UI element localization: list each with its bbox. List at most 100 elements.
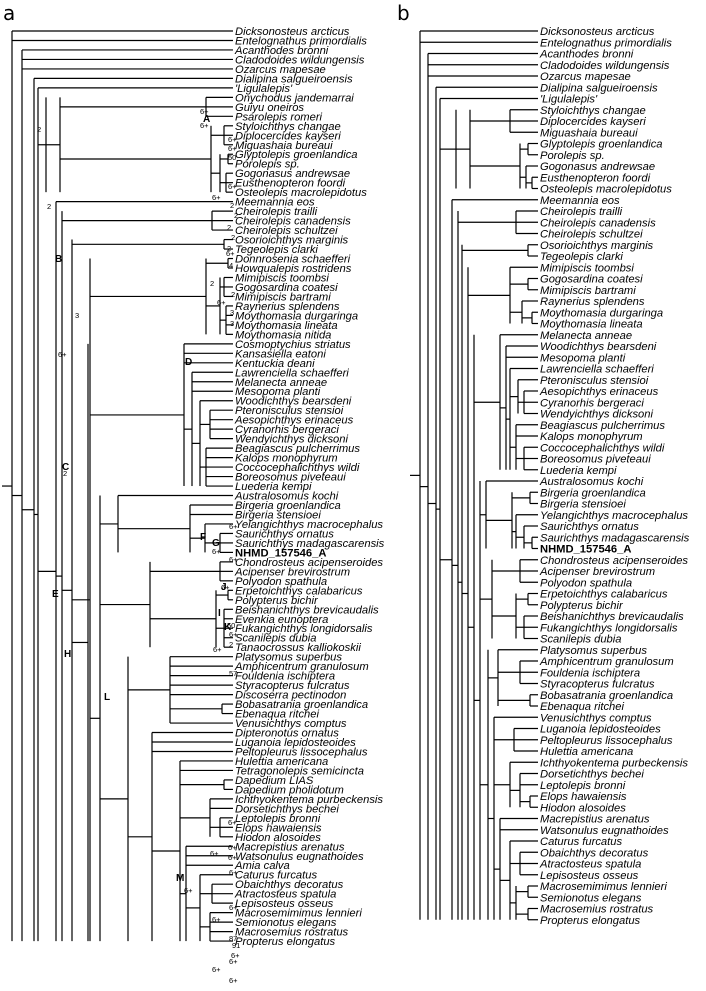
taxon-label: Tegeolepis clarki — [235, 244, 318, 256]
support-value: 6+ — [229, 868, 238, 877]
taxon-label: Dapedium pholidotum — [235, 784, 344, 796]
support-value: 6+ — [212, 193, 221, 202]
taxon-label: Saurichthys madagascarensis — [540, 532, 690, 544]
taxon-label: Meemannia eos — [540, 195, 620, 207]
taxon-label: Cheirolepis schultzei — [235, 225, 338, 237]
taxon-label: Propterus elongatus — [235, 936, 336, 948]
taxon-label: Dapedium LIAS — [235, 775, 314, 787]
support-value: 6+ — [229, 976, 238, 985]
taxon-label: Guiyu oneiros — [235, 102, 304, 114]
support-value: 6+ — [231, 951, 240, 960]
support-value: 2 — [37, 125, 41, 134]
taxon-label: Gogosardina coatesi — [235, 282, 338, 294]
node-letter-m: M — [176, 873, 184, 884]
taxon-label: Kalops monophyrum — [235, 453, 338, 465]
support-value: 6+ — [228, 144, 237, 153]
taxon-label: Leptolepis bronni — [235, 813, 321, 825]
taxon-label: Glyptolepis groenlandica — [235, 149, 358, 161]
taxon-label: Polyodon spathula — [540, 577, 632, 589]
taxon-label: Hulettia americana — [540, 746, 633, 758]
taxon-label: Watsonulus eugnathoides — [235, 851, 364, 863]
support-value: 2 — [234, 211, 238, 220]
taxon-label: Hiodon alosoides — [540, 802, 626, 814]
taxon-label: Beagiascus pulcherrimus — [235, 443, 360, 455]
taxon-label: Caturus furcatus — [235, 870, 317, 882]
support-value: 2 — [227, 223, 231, 232]
taxon-label: Beagiascus pulcherrimus — [540, 420, 665, 432]
taxon-label: Melanecta anneae — [235, 377, 327, 389]
taxon-label: Styloichthys changae — [540, 105, 646, 117]
support-value: 6+ — [228, 853, 237, 862]
taxon-label: Mimipiscis bartrami — [235, 291, 331, 303]
support-value: 2 — [63, 469, 67, 478]
taxon-label: Luederia kempi — [235, 481, 312, 493]
taxon-label: Peltopleurus lissocephalus — [235, 746, 368, 758]
taxon-label: Venusichthys comptus — [235, 718, 347, 730]
taxon-label: Venusichthys comptus — [540, 712, 652, 724]
taxon-label: Dicksonosteus arcticus — [540, 26, 655, 38]
taxon-label: Tegeolepis clarki — [540, 251, 623, 263]
node-letter-i: I — [218, 608, 221, 619]
taxon-label: Luganoia lepidosteoides — [540, 724, 661, 736]
taxon-label: Obaichthys decoratus — [540, 847, 649, 859]
taxon-label: Moythomasia durgaringa — [235, 310, 358, 322]
taxon-label: Luederia kempi — [540, 465, 617, 477]
support-value: 6+ — [226, 249, 235, 258]
taxon-label: Lepisosteus osseus — [540, 870, 639, 882]
taxon-label: Raynerius splendens — [540, 296, 645, 308]
node-letter-f: F — [200, 532, 206, 543]
taxon-label: Woodichthys bearsdeni — [540, 341, 657, 353]
taxon-label: Entelognathus primordialis — [540, 37, 672, 49]
taxon-label: Ichthyokentema purbeckensis — [235, 794, 383, 806]
taxon-label: Cheirolepis schultzei — [540, 229, 643, 241]
taxon-label: Dorsetichthys bechei — [235, 803, 339, 815]
taxon-label: Moythomasia lineata — [540, 319, 643, 331]
taxon-label: Aesopichthys erinaceus — [539, 386, 659, 398]
taxon-label: Peltopleurus lissocephalus — [540, 735, 673, 747]
support-value: 2 — [47, 202, 51, 211]
taxon-label: Dicksonosteus arcticus — [235, 26, 350, 38]
taxon-label: Elops hawaiensis — [235, 822, 322, 834]
taxon-label: Diplocercides kayseri — [540, 116, 646, 128]
taxon-label: Boreosomus piveteaui — [235, 472, 346, 484]
taxon-label: Moythomasia lineata — [235, 320, 338, 332]
taxon-label: Onychodus jandemarrai — [235, 92, 354, 104]
taxon-label: Ichthyokentema purbeckensis — [540, 757, 688, 769]
taxon-label: Pteronisculus stensioi — [235, 405, 344, 417]
taxon-label: Osteolepis macrolepidotus — [540, 184, 672, 196]
taxon-label: Polypterus bichir — [540, 600, 624, 612]
support-value: 6+ — [212, 547, 221, 556]
taxon-label: Miguashaia bureaui — [235, 140, 333, 152]
taxon-label: Ebenaqua ritchei — [540, 701, 624, 713]
taxon-label: Atractosteus spatula — [539, 859, 641, 871]
support-value: 2 — [229, 640, 233, 649]
taxon-label: Bobasatrania groenlandica — [540, 690, 673, 702]
support-value: 6+ — [228, 182, 237, 191]
support-value: 6+ — [221, 583, 230, 592]
taxon-label: Polypterus bichir — [235, 595, 319, 607]
taxon-label: Mimipiscis bartrami — [540, 285, 636, 297]
taxon-label: Erpetoichthys calabaricus — [235, 585, 363, 597]
node-letter-h: H — [64, 649, 71, 660]
taxon-label: Acanthodes bronni — [539, 49, 634, 61]
taxon-label: Macrosemimimus lennieri — [540, 881, 667, 893]
taxon-label: Lawrenciella schaefferi — [235, 367, 349, 379]
taxon-label: Saurichthys ornatus — [540, 521, 639, 533]
taxon-label: Scanilepis dubia — [540, 634, 621, 646]
support-value: 87 — [229, 934, 237, 943]
taxon-label: Obaichthys decoratus — [235, 879, 344, 891]
taxon-label: 'Ligulalepis' — [235, 83, 293, 95]
taxon-label: Styracopterus fulcratus — [235, 680, 350, 692]
support-value: 3 — [75, 311, 79, 320]
taxon-label: Gogosardina coatesi — [540, 274, 643, 286]
taxon-label: Pteronisculus stensioi — [540, 375, 649, 387]
taxon-label: Cosmoptychius striatus — [235, 339, 351, 351]
support-value: 2 — [210, 279, 214, 288]
taxon-label: Gogonasus andrewsae — [540, 161, 655, 173]
support-value: 2 — [231, 233, 235, 242]
taxon-label: Osteolepis macrolepidotus — [235, 187, 367, 199]
taxon-label: Moythomasia durgaringa — [540, 307, 663, 319]
taxon-label: Semionotus elegans — [235, 917, 337, 929]
taxon-label: Dialipina salgueiroensis — [540, 82, 658, 94]
